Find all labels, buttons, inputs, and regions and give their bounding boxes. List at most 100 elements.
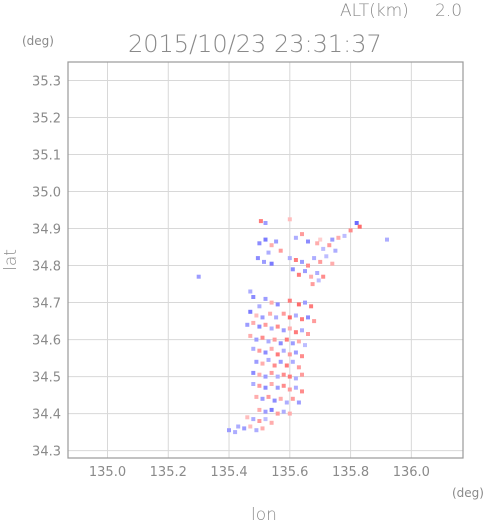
radar-cell [293, 376, 298, 381]
timestamp: 2015/10/23 23:31:37 [128, 30, 382, 58]
y-tick-label: 34.5 [32, 371, 61, 386]
radar-cell [227, 428, 231, 433]
radar-cell [315, 271, 320, 275]
radar-cell [257, 348, 262, 353]
radar-cell [281, 328, 286, 333]
radar-cell [333, 248, 338, 253]
radar-cell [269, 261, 274, 266]
radar-cell [260, 426, 265, 431]
radar-cell [269, 420, 274, 425]
radar-cell [275, 324, 280, 329]
radar-cell [357, 224, 362, 229]
radar-cell [290, 359, 295, 364]
radar-cell [242, 426, 247, 431]
radar-cell [293, 258, 298, 262]
x-tick-label: 135.2 [150, 465, 187, 480]
radar-cell [293, 313, 298, 318]
radar-cell [303, 343, 307, 348]
radar-cell [287, 352, 292, 357]
radar-cell [248, 289, 253, 294]
radar-cell [263, 322, 268, 327]
radar-cell [281, 348, 286, 353]
radar-cell [254, 337, 259, 342]
radar-cell [278, 248, 283, 253]
radar-cell [300, 354, 304, 359]
radar-cell [287, 326, 292, 331]
radar-cell [336, 235, 341, 240]
x-unit-label: (deg) [452, 486, 484, 500]
radar-cell [312, 256, 317, 261]
radar-cell [309, 274, 314, 279]
radar-cell [275, 385, 280, 390]
radar-cell [309, 304, 314, 309]
y-axis-label: lat [1, 249, 21, 271]
radar-cell [284, 363, 289, 368]
radar-cell [269, 300, 274, 305]
radar-cell [296, 272, 301, 277]
radar-cell [275, 302, 280, 307]
radar-cell [330, 261, 335, 266]
radar-cell [269, 382, 274, 386]
radar-cell [263, 409, 268, 414]
altitude-label: ALT(km) [340, 1, 409, 21]
radar-cell [269, 370, 274, 375]
radar-cell [290, 396, 295, 401]
radar-cell [269, 326, 274, 331]
y-tick-label: 35.0 [32, 186, 61, 201]
radar-cell [272, 337, 277, 342]
x-tick-label: 135.4 [210, 465, 247, 480]
radar-cell [284, 400, 289, 405]
radar-cell [274, 315, 279, 320]
x-tick-label: 135.0 [89, 465, 126, 480]
radar-cell [260, 315, 265, 320]
radar-cells [196, 217, 389, 435]
radar-cell [300, 259, 304, 264]
radar-cell [306, 263, 310, 268]
radar-cell [385, 237, 389, 242]
radar-cell [300, 317, 304, 322]
radar-cell [263, 221, 268, 225]
radar-cell [306, 332, 310, 336]
x-tick-label: 136.0 [393, 465, 430, 480]
plot-border [67, 61, 464, 459]
radar-cell [296, 365, 301, 370]
radar-cell [269, 346, 274, 351]
radar-cell [245, 322, 250, 327]
radar-cell [233, 430, 238, 435]
radar-cell [287, 256, 292, 261]
radar-cell [268, 311, 273, 316]
radar-cell [287, 298, 292, 303]
radar-cell [330, 237, 335, 242]
radar-cell [260, 361, 265, 366]
radar-cell [266, 357, 271, 362]
radar-cell [263, 237, 268, 242]
radar-cell [278, 341, 283, 346]
radar-cell [281, 409, 286, 414]
radar-cell [287, 315, 292, 320]
y-tick-label: 34.4 [32, 408, 61, 423]
radar-cell [245, 415, 250, 420]
radar-cell [315, 241, 320, 246]
radar-cell [266, 250, 271, 255]
radar-cell [236, 424, 241, 429]
radar-cell [257, 304, 262, 309]
radar-cell [272, 398, 277, 403]
y-tick-label: 34.9 [32, 223, 61, 238]
radar-cell [251, 417, 256, 422]
radar-cell [354, 221, 359, 225]
radar-cell [257, 324, 262, 329]
y-tick-label: 35.1 [32, 149, 61, 164]
radar-cell [281, 383, 286, 388]
y-tick-label: 35.3 [32, 75, 61, 90]
radar-cell [327, 243, 332, 248]
radar-cell [293, 350, 298, 355]
radar-cell [275, 352, 280, 357]
y-tick-label: 34.3 [32, 445, 61, 460]
radar-cell [257, 419, 262, 423]
radar-cell [342, 233, 347, 238]
radar-cell [269, 243, 274, 248]
radar-cell [255, 256, 260, 261]
radar-cell [248, 333, 253, 338]
radar-cell [290, 267, 295, 272]
radar-cell [300, 232, 304, 237]
